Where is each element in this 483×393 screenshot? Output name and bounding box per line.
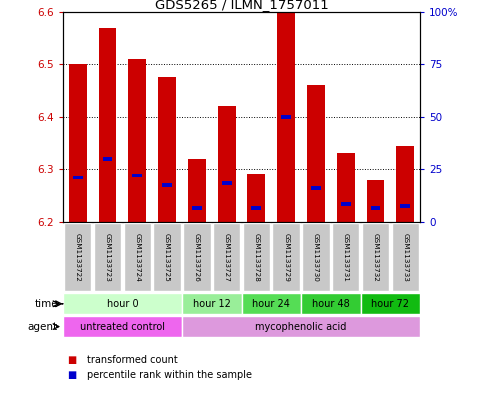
Text: GSM1133730: GSM1133730 bbox=[313, 233, 319, 281]
FancyBboxPatch shape bbox=[64, 223, 91, 291]
FancyBboxPatch shape bbox=[392, 223, 419, 291]
Bar bbox=[341, 202, 351, 206]
Bar bbox=[132, 174, 142, 177]
Bar bbox=[277, 12, 295, 222]
FancyBboxPatch shape bbox=[242, 293, 301, 314]
FancyBboxPatch shape bbox=[332, 223, 359, 291]
FancyBboxPatch shape bbox=[183, 223, 211, 291]
Text: hour 0: hour 0 bbox=[107, 299, 138, 309]
Bar bbox=[162, 183, 172, 187]
Text: hour 48: hour 48 bbox=[312, 299, 350, 309]
Text: GSM1133726: GSM1133726 bbox=[194, 233, 200, 281]
Text: hour 72: hour 72 bbox=[371, 299, 410, 309]
FancyBboxPatch shape bbox=[361, 293, 420, 314]
Bar bbox=[69, 64, 86, 222]
Text: mycophenolic acid: mycophenolic acid bbox=[256, 321, 347, 332]
Bar bbox=[188, 159, 206, 222]
Text: GSM1133729: GSM1133729 bbox=[283, 233, 289, 281]
FancyBboxPatch shape bbox=[63, 293, 182, 314]
Text: GSM1133732: GSM1133732 bbox=[372, 233, 379, 281]
FancyBboxPatch shape bbox=[94, 223, 121, 291]
Bar bbox=[337, 153, 355, 222]
Text: hour 12: hour 12 bbox=[193, 299, 231, 309]
Text: GSM1133727: GSM1133727 bbox=[224, 233, 229, 281]
Title: GDS5265 / ILMN_1757011: GDS5265 / ILMN_1757011 bbox=[155, 0, 328, 11]
FancyBboxPatch shape bbox=[63, 316, 182, 337]
Text: hour 24: hour 24 bbox=[252, 299, 290, 309]
FancyBboxPatch shape bbox=[272, 223, 300, 291]
Text: untreated control: untreated control bbox=[80, 321, 165, 332]
FancyBboxPatch shape bbox=[213, 223, 241, 291]
Bar bbox=[222, 181, 231, 185]
Bar bbox=[192, 206, 202, 210]
FancyBboxPatch shape bbox=[182, 293, 242, 314]
FancyBboxPatch shape bbox=[242, 223, 270, 291]
Text: GSM1133722: GSM1133722 bbox=[75, 233, 81, 281]
Bar bbox=[247, 174, 265, 222]
Bar bbox=[102, 157, 113, 160]
Text: agent: agent bbox=[28, 321, 58, 332]
Text: GSM1133733: GSM1133733 bbox=[402, 233, 408, 281]
Bar bbox=[400, 204, 410, 208]
Text: ■: ■ bbox=[68, 354, 77, 365]
FancyBboxPatch shape bbox=[301, 293, 361, 314]
Bar bbox=[158, 77, 176, 222]
Text: GSM1133725: GSM1133725 bbox=[164, 233, 170, 281]
Bar bbox=[311, 186, 321, 190]
Text: GSM1133723: GSM1133723 bbox=[104, 233, 111, 281]
Text: GSM1133724: GSM1133724 bbox=[134, 233, 140, 281]
Bar bbox=[397, 145, 414, 222]
Text: transformed count: transformed count bbox=[87, 354, 178, 365]
Bar bbox=[252, 206, 261, 210]
Text: GSM1133728: GSM1133728 bbox=[254, 233, 259, 281]
Text: time: time bbox=[34, 299, 58, 309]
Text: ■: ■ bbox=[68, 370, 77, 380]
Bar bbox=[281, 115, 291, 119]
FancyBboxPatch shape bbox=[302, 223, 330, 291]
Bar bbox=[307, 85, 325, 222]
Bar bbox=[73, 176, 83, 180]
Text: percentile rank within the sample: percentile rank within the sample bbox=[87, 370, 252, 380]
FancyBboxPatch shape bbox=[182, 316, 420, 337]
FancyBboxPatch shape bbox=[124, 223, 151, 291]
Text: GSM1133731: GSM1133731 bbox=[343, 233, 349, 281]
FancyBboxPatch shape bbox=[153, 223, 181, 291]
FancyBboxPatch shape bbox=[362, 223, 389, 291]
Bar bbox=[367, 180, 384, 222]
Bar bbox=[218, 106, 236, 222]
Bar bbox=[99, 28, 116, 222]
Bar bbox=[128, 59, 146, 222]
Bar bbox=[370, 206, 381, 210]
